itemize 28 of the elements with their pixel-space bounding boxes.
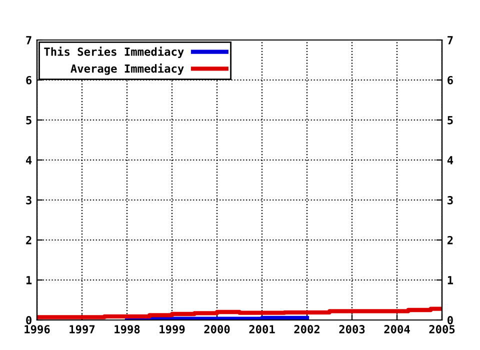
x-tick-label: 2001 (249, 325, 275, 334)
y-tick-label: 1 (26, 276, 32, 284)
x-tick-label: 1997 (70, 325, 95, 334)
y2-tick-label: 6 (448, 76, 453, 84)
y-tick-label: 6 (26, 76, 32, 84)
x-tick-label: 2005 (429, 325, 455, 334)
x-tick-label: 2000 (204, 325, 230, 334)
y-tick-label: 7 (26, 36, 32, 44)
y2-tick-label: 3 (448, 196, 453, 204)
y-tick-label: 3 (26, 196, 32, 204)
y-tick-label: 0 (26, 316, 32, 324)
x-tick-label: 1996 (24, 325, 50, 334)
legend-label: Average Immediacy (70, 64, 184, 75)
y2-tick-label: 4 (447, 156, 454, 164)
y-tick-label: 2 (26, 236, 32, 244)
y2-tick-label: 5 (448, 116, 453, 124)
y2-tick-label: 7 (448, 36, 453, 44)
y-tick-label: 5 (26, 116, 32, 124)
y-tick-label: 4 (26, 156, 32, 164)
y2-tick-label: 2 (447, 236, 453, 244)
y2-tick-label: 1 (448, 276, 454, 284)
x-tick-label: 1999 (160, 325, 185, 334)
x-tick-label: 2004 (384, 325, 410, 334)
y2-tick-label: 0 (448, 316, 453, 324)
legend-label: This Series Immediacy (44, 46, 184, 58)
x-tick-label: 2003 (339, 325, 365, 334)
x-tick-label: 2002 (294, 325, 320, 334)
x-tick-label: 1998 (114, 325, 140, 334)
